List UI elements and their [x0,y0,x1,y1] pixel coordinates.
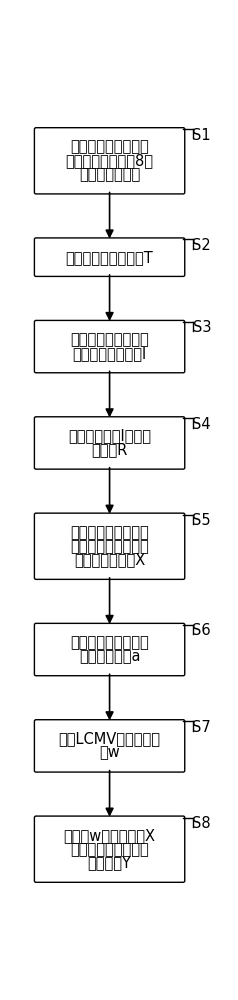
FancyBboxPatch shape [35,513,185,579]
Text: S3: S3 [193,320,211,335]
Text: 提取波束形成期望方: 提取波束形成期望方 [70,635,149,650]
FancyBboxPatch shape [35,623,185,676]
Text: 相乘，得到波束合成: 相乘，得到波束合成 [70,842,149,857]
Text: S8: S8 [193,816,211,831]
Text: 得到干扰信号I的协方: 得到干扰信号I的协方 [68,429,151,444]
Text: 获取子阵划分后仅含: 获取子阵划分后仅含 [70,332,149,347]
Text: 差矩阵R: 差矩阵R [91,442,128,457]
Text: S4: S4 [193,417,211,432]
FancyBboxPatch shape [35,320,185,373]
Text: S2: S2 [193,238,211,253]
Text: S7: S7 [193,720,211,735]
Text: 通道的阵面结构: 通道的阵面结构 [79,167,140,182]
Text: 干扰信号回波数据I: 干扰信号回波数据I [72,346,147,361]
FancyBboxPatch shape [35,128,185,194]
Text: 含干扰信号又包含目: 含干扰信号又包含目 [70,539,149,554]
Text: 重w: 重w [99,745,120,760]
Text: 后的结果Y: 后的结果Y [88,856,132,871]
Text: 生成子阵转换矩阵阵T: 生成子阵转换矩阵阵T [66,250,154,265]
FancyBboxPatch shape [35,816,185,882]
Text: 向的导向矢量a: 向的导向矢量a [79,649,140,664]
Text: S6: S6 [193,623,211,638]
Text: 将权重w与回波数据X: 将权重w与回波数据X [64,828,156,843]
Text: 根据LCMV准则求得权: 根据LCMV准则求得权 [59,731,161,746]
FancyBboxPatch shape [35,417,185,469]
Text: 阵划分，生成含有8个: 阵划分，生成含有8个 [66,153,154,168]
Text: S1: S1 [193,128,211,143]
Text: 获取子阵划分后既包: 获取子阵划分后既包 [70,525,149,540]
Text: S5: S5 [193,513,211,528]
FancyBboxPatch shape [35,238,185,276]
Text: 标信号回波数据X: 标信号回波数据X [74,553,145,568]
Text: 根据阵元结构进行子: 根据阵元结构进行子 [70,139,149,154]
FancyBboxPatch shape [35,720,185,772]
